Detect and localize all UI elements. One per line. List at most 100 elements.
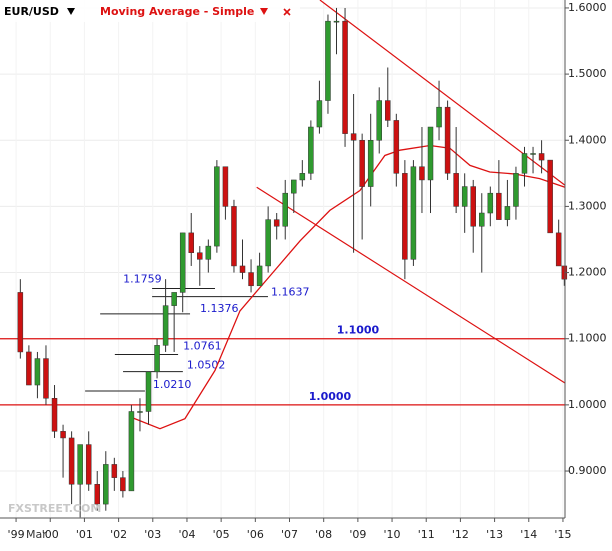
- candle-body: [43, 358, 49, 399]
- candle-body: [367, 140, 374, 187]
- candle-body: [162, 305, 169, 346]
- watermark: FXSTREET.COM: [8, 502, 101, 515]
- candle-body: [239, 265, 246, 273]
- candle-body: [419, 166, 425, 181]
- candle-body: [214, 166, 220, 247]
- x-tick-label: '04: [178, 528, 195, 541]
- grid: [0, 0, 565, 518]
- candle-body: [85, 444, 92, 485]
- candle-body: [120, 477, 126, 492]
- x-tick-label: '12: [452, 528, 469, 541]
- candle-body: [265, 219, 271, 267]
- candle-body: [427, 126, 434, 181]
- candle-body: [436, 106, 442, 128]
- candle-body: [402, 173, 408, 260]
- x-tick-label: '13: [486, 528, 503, 541]
- candle-body: [333, 20, 340, 23]
- candle-body: [17, 292, 24, 353]
- x-tick-label: '01: [76, 528, 93, 541]
- candle-body: [77, 444, 83, 485]
- candle-body: [521, 153, 528, 174]
- candle-body: [34, 358, 41, 386]
- x-tick-label: '14: [520, 528, 537, 541]
- candle-body: [299, 173, 306, 181]
- x-tick-label: '11: [418, 528, 435, 541]
- candle-body: [530, 153, 536, 155]
- y-tick-label: 1.4000: [568, 133, 607, 146]
- level-label: 1.0000: [309, 390, 352, 403]
- candle-body: [26, 351, 32, 386]
- indicator-name[interactable]: Moving Average - Simple: [100, 5, 254, 18]
- candle-body: [470, 186, 476, 227]
- support-label: 1.0761: [183, 340, 222, 353]
- candle-body: [325, 20, 331, 101]
- candle-body: [453, 173, 459, 207]
- candle-body: [555, 232, 562, 267]
- candle-body: [205, 245, 212, 260]
- x-tick-label: '08: [315, 528, 332, 541]
- candle-body: [282, 192, 288, 227]
- header: EUR/USD Moving Average - Simple: [0, 0, 300, 22]
- candle-body: [154, 345, 160, 373]
- y-tick-label: 0.9000: [568, 464, 607, 477]
- candle-body: [479, 212, 485, 227]
- candle-body: [222, 166, 229, 207]
- x-tick-label: '09: [349, 528, 366, 541]
- candle-body: [359, 140, 365, 187]
- candle-body: [111, 464, 118, 478]
- level-label: 1.1000: [337, 324, 380, 337]
- candle-body: [273, 219, 280, 227]
- x-tick-label: '03: [144, 528, 161, 541]
- x-tick-label: '15: [554, 528, 571, 541]
- symbol-menu[interactable]: [67, 8, 75, 15]
- candle-body: [376, 100, 382, 141]
- candle-body: [179, 232, 186, 293]
- candle-body: [461, 186, 468, 207]
- candle-body: [51, 398, 58, 432]
- candle-body: [444, 106, 451, 174]
- candle-body: [60, 431, 66, 439]
- x-tick-label: '99: [8, 528, 25, 541]
- candle-body: [188, 232, 194, 253]
- support-label: 1.1759: [123, 273, 161, 286]
- symbol[interactable]: EUR/USD: [4, 5, 59, 18]
- candle-body: [248, 272, 254, 287]
- x-tick-label: '00: [42, 528, 59, 541]
- header-bg: [0, 0, 300, 22]
- candle-body: [342, 20, 348, 134]
- candle-body: [316, 100, 323, 128]
- support-label: 1.0210: [153, 378, 192, 391]
- candle-body: [487, 192, 494, 214]
- cursor-label: Mar: [26, 528, 47, 541]
- indicator-menu[interactable]: [260, 8, 268, 15]
- indicator-close[interactable]: [283, 8, 291, 16]
- candles: [17, 7, 568, 518]
- y-tick-label: 1.0000: [568, 398, 607, 411]
- trendline: [256, 186, 566, 384]
- candle-body: [145, 371, 152, 412]
- candle-body: [231, 206, 237, 267]
- candle-body: [291, 179, 297, 194]
- x-tick-label: '05: [213, 528, 230, 541]
- candle-body: [513, 173, 519, 207]
- close-stroke: [283, 8, 291, 16]
- candle-body: [128, 411, 135, 492]
- candle-body: [256, 265, 263, 287]
- y-tick-label: 1.6000: [568, 1, 607, 14]
- support-label: 1.1376: [200, 302, 239, 315]
- candle-body: [171, 292, 177, 306]
- candle-body: [137, 411, 143, 413]
- candle-body: [197, 252, 203, 260]
- candle-body: [350, 133, 357, 141]
- y-tick-label: 1.5000: [568, 67, 607, 80]
- y-tick-label: 1.1000: [568, 332, 607, 345]
- axes: 0.9000 1.0000 1.1000 1.2000 1.3000 1.4000 1.50…: [0, 0, 607, 541]
- candle-body: [547, 159, 553, 234]
- candle-body: [496, 192, 502, 220]
- candle-body: [68, 437, 75, 485]
- x-tick-label: '07: [281, 528, 298, 541]
- candle-body: [385, 100, 391, 121]
